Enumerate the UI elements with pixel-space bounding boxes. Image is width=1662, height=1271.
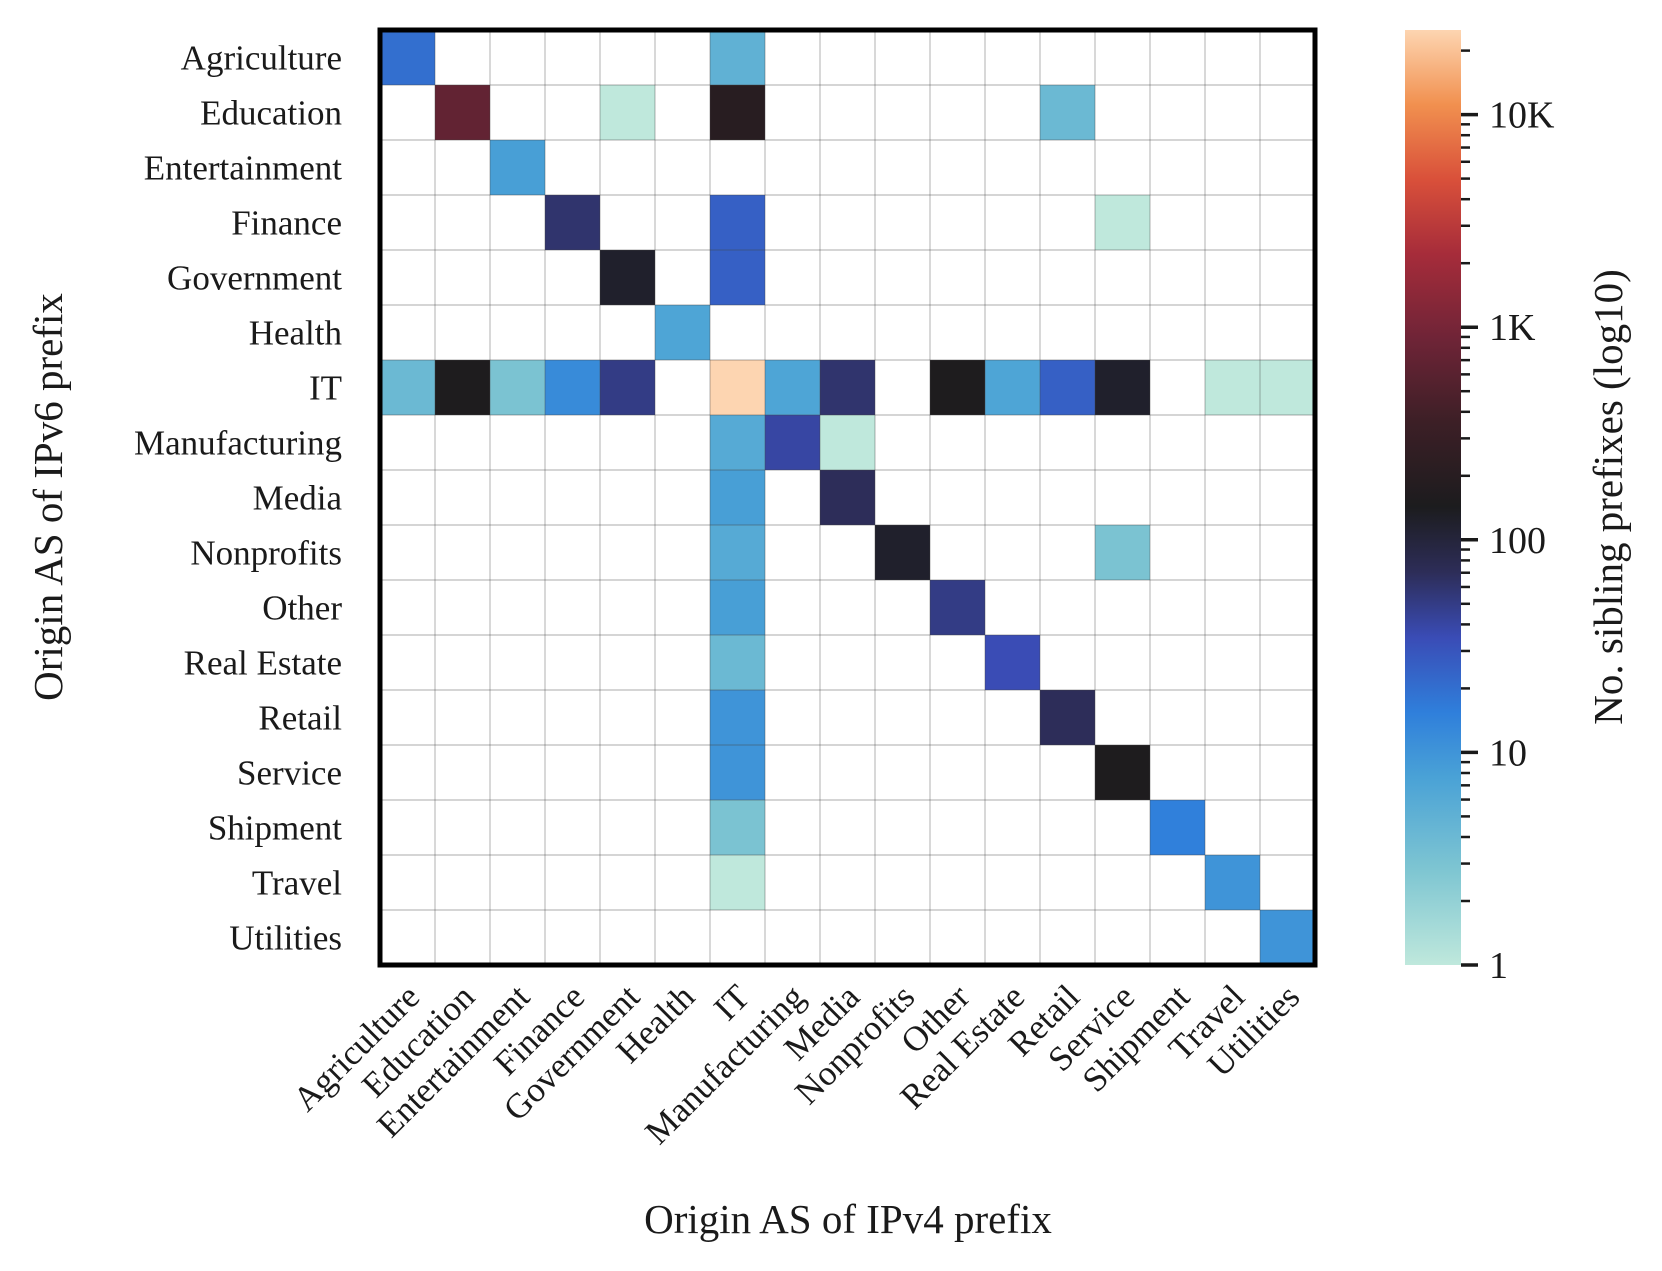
colorbar-tick-label: 10K <box>1489 95 1555 137</box>
heatmap-cell <box>435 360 490 415</box>
heatmap-cell <box>710 800 765 855</box>
colorbar-tick-label: 100 <box>1489 520 1546 562</box>
heatmap-cell <box>380 360 435 415</box>
y-tick-labels: Agriculture Education Entertainment Finance… <box>134 39 342 958</box>
y-tick-label: Retail <box>258 699 342 738</box>
colorbar-tick-label: 1 <box>1489 945 1508 987</box>
heatmap-cell <box>765 360 820 415</box>
heatmap-cell <box>710 635 765 690</box>
heatmap-cell <box>1095 525 1150 580</box>
x-axis-title: Origin AS of IPv4 prefix <box>644 1196 1052 1242</box>
y-tick-label: Shipment <box>208 809 342 848</box>
colorbar-title: No. sibling prefixes (log10) <box>1585 269 1631 724</box>
heatmap-cell <box>1040 690 1095 745</box>
heatmap-cell <box>930 360 985 415</box>
heatmap-cell <box>765 415 820 470</box>
heatmap-gridlines <box>380 30 1315 965</box>
y-tick-label: Entertainment <box>144 149 343 188</box>
heatmap-cell <box>490 140 545 195</box>
heatmap-cell <box>600 360 655 415</box>
heatmap-cell <box>600 250 655 305</box>
heatmap-cell <box>380 30 435 85</box>
heatmap-cell <box>985 360 1040 415</box>
y-tick-label: IT <box>309 369 342 408</box>
heatmap-cell <box>600 85 655 140</box>
y-tick-label: Manufacturing <box>134 424 342 463</box>
y-tick-label: Education <box>200 94 342 133</box>
heatmap-cell <box>1095 360 1150 415</box>
y-tick-label: Utilities <box>229 919 342 958</box>
heatmap-cell <box>710 745 765 800</box>
heatmap-cell <box>710 855 765 910</box>
heatmap-cell <box>1095 195 1150 250</box>
heatmap-cell <box>1040 85 1095 140</box>
x-tick-labels: AgricultureEducationEntertainmentFinance… <box>286 977 1308 1152</box>
heatmap-cell <box>710 85 765 140</box>
heatmap-cell <box>655 305 710 360</box>
heatmap-cell <box>820 415 875 470</box>
heatmap-cell <box>820 360 875 415</box>
heatmap-cell <box>710 360 765 415</box>
y-tick-label: Travel <box>252 864 342 903</box>
heatmap-cell <box>710 470 765 525</box>
heatmap-cell <box>710 580 765 635</box>
heatmap-cell <box>1040 360 1095 415</box>
heatmap-cells <box>380 30 1315 965</box>
y-tick-label: Service <box>237 754 342 793</box>
heatmap-cell <box>710 690 765 745</box>
heatmap-cell <box>1150 800 1205 855</box>
y-tick-label: Other <box>262 589 342 628</box>
y-tick-label: Health <box>249 314 343 353</box>
y-tick-label: Government <box>167 259 342 298</box>
heatmap-cell <box>1205 855 1260 910</box>
heatmap-cell <box>710 195 765 250</box>
heatmap-cell <box>985 635 1040 690</box>
colorbar-tick-label: 1K <box>1489 307 1536 349</box>
y-tick-label: Real Estate <box>184 644 342 683</box>
heatmap-cell <box>710 30 765 85</box>
heatmap-cell <box>1095 745 1150 800</box>
heatmap-cell <box>710 415 765 470</box>
colorbar: 1 10 100 1K 10K No. sibling prefixes (log10) <box>1405 30 1631 987</box>
heatmap-cell <box>1260 360 1315 415</box>
heatmap-cell <box>545 195 600 250</box>
heatmap-cell <box>545 360 600 415</box>
y-axis-title: Origin AS of IPv6 prefix <box>25 293 71 701</box>
heatmap-cell <box>1260 910 1315 965</box>
y-tick-label: Nonprofits <box>190 534 342 573</box>
plot-frame <box>377 27 1318 968</box>
heatmap-cell <box>875 525 930 580</box>
y-tick-label: Agriculture <box>181 39 342 78</box>
heatmap-cell <box>710 525 765 580</box>
colorbar-tick-label: 10 <box>1489 732 1527 774</box>
heatmap-cell <box>820 470 875 525</box>
heatmap-cell <box>435 85 490 140</box>
heatmap-cell <box>1205 360 1260 415</box>
colorbar-gradient <box>1405 30 1461 965</box>
y-tick-label: Media <box>253 479 343 518</box>
colorbar-ticks: 1 10 100 1K 10K <box>1461 49 1555 987</box>
y-tick-label: Finance <box>231 204 342 243</box>
heatmap-cell <box>490 360 545 415</box>
heatmap-cell <box>930 580 985 635</box>
heatmap-cell <box>710 250 765 305</box>
